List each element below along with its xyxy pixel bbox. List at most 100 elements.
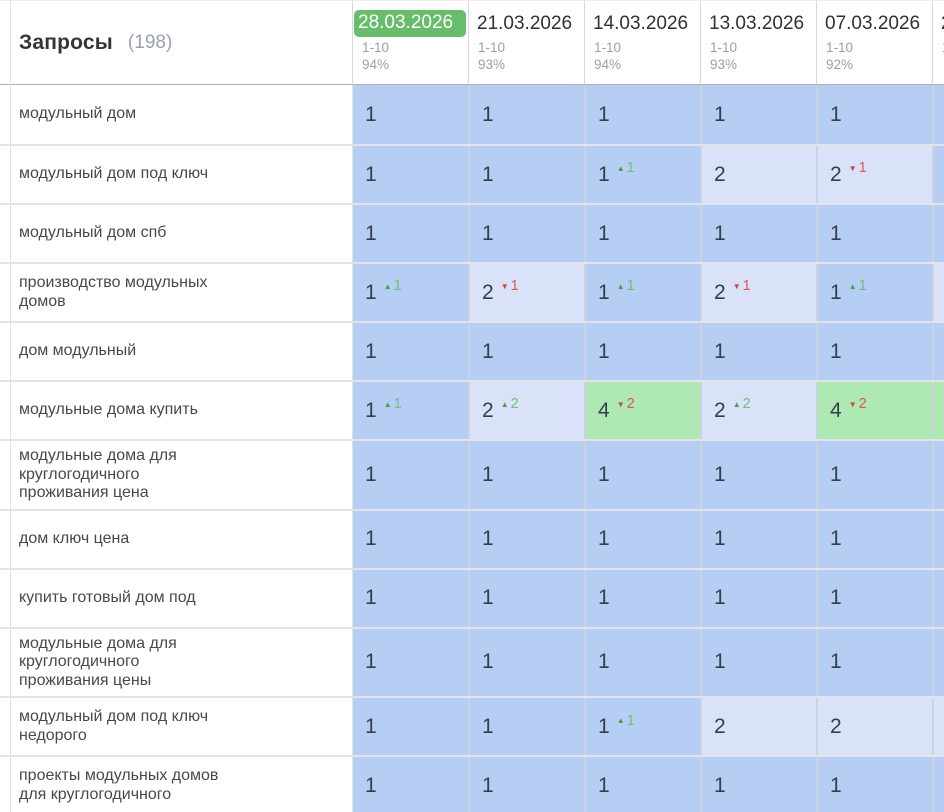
position-cell[interactable]: 1 — [816, 510, 932, 568]
position-cell[interactable]: 1 — [700, 569, 816, 627]
date-label[interactable]: 2 — [933, 13, 944, 35]
position-cell[interactable]: 1 — [816, 628, 932, 697]
position-cell[interactable]: 1 — [468, 441, 584, 509]
position-cell[interactable] — [932, 757, 944, 812]
position-cell[interactable] — [932, 698, 944, 756]
position-cell[interactable]: 1 ▲ 1 — [584, 698, 700, 756]
position-cell[interactable]: 4 ▼ 2 — [816, 382, 932, 439]
position-cell[interactable]: 1 — [700, 510, 816, 568]
position-cell[interactable] — [932, 264, 944, 321]
date-column-header[interactable]: 13.03.2026 1-10 93% — [700, 1, 816, 84]
position-cell[interactable]: 1 ▲ 1 — [352, 264, 468, 321]
position-cell[interactable]: 1 — [352, 323, 468, 380]
position-cell[interactable]: 1 — [816, 757, 932, 812]
position-cell[interactable]: 1 — [584, 85, 700, 144]
position-cell[interactable]: 1 — [584, 628, 700, 697]
keyword-cell[interactable]: модульный дом спб — [0, 205, 352, 262]
date-column-header[interactable]: 14.03.2026 1-10 94% — [584, 1, 700, 84]
keyword-cell[interactable]: модульный дом под ключ — [0, 146, 352, 203]
date-label[interactable]: 14.03.2026 — [593, 13, 689, 34]
keyword-label: модульные дома купить — [19, 401, 198, 419]
keyword-cell[interactable]: модульные дома купить — [0, 382, 352, 439]
position-cell[interactable]: 1 — [352, 510, 468, 568]
position-cell[interactable]: 2 ▼ 1 — [468, 264, 584, 321]
keyword-cell[interactable]: производство модульных домов — [0, 264, 352, 321]
position-cell[interactable]: 1 — [816, 323, 932, 380]
position-cell[interactable]: 1 — [584, 323, 700, 380]
position-cell[interactable] — [932, 146, 944, 203]
position-cell[interactable]: 1 — [352, 85, 468, 144]
position-cell[interactable]: 1 — [700, 628, 816, 697]
position-cell[interactable] — [932, 85, 944, 144]
position-cell[interactable]: 1 — [584, 510, 700, 568]
position-cell[interactable]: 2 ▼ 1 — [700, 264, 816, 321]
keyword-cell[interactable]: модульные дома для круглогодичного прожи… — [0, 628, 352, 697]
position-cell[interactable]: 1 — [352, 698, 468, 756]
position-cell[interactable]: 1 — [468, 757, 584, 812]
position-cell[interactable]: 1 — [468, 510, 584, 568]
position-cell[interactable] — [932, 628, 944, 697]
position-cell[interactable]: 1 — [584, 757, 700, 812]
position-cell[interactable]: 1 — [468, 628, 584, 697]
position-cell[interactable]: 1 ▲ 1 — [584, 264, 700, 321]
position-cell[interactable] — [932, 510, 944, 568]
position-cell[interactable]: 1 — [352, 628, 468, 697]
position-cell[interactable]: 1 — [352, 146, 468, 203]
position-cell[interactable]: 1 — [584, 569, 700, 627]
position-cell[interactable]: 1 — [700, 323, 816, 380]
position-cell[interactable]: 2 ▲ 2 — [700, 382, 816, 439]
position-cell[interactable]: 2 — [700, 698, 816, 756]
position-cell[interactable] — [932, 205, 944, 262]
position-cell[interactable]: 2 ▼ 1 — [816, 146, 932, 203]
date-column-header[interactable]: 28.03.2026 1-10 94% — [352, 1, 468, 84]
position-value: 1 — [482, 527, 494, 551]
date-column-header[interactable]: 21.03.2026 1-10 93% — [468, 1, 584, 84]
keyword-cell[interactable]: модульный дом — [0, 85, 352, 144]
position-cell[interactable]: 1 ▲ 1 — [584, 146, 700, 203]
date-column-header[interactable]: 21 — [932, 1, 944, 84]
position-cell[interactable]: 1 — [468, 569, 584, 627]
keyword-cell[interactable]: модульные дома для круглогодичного прожи… — [0, 441, 352, 509]
position-cell[interactable]: 1 — [584, 441, 700, 509]
keyword-cell[interactable]: проекты модульных домов для круглогодичн… — [0, 757, 352, 812]
selected-date-label[interactable]: 28.03.2026 — [354, 10, 466, 37]
position-cell[interactable]: 1 — [468, 698, 584, 756]
keyword-cell[interactable]: дом ключ цена — [0, 510, 352, 568]
date-label[interactable]: 07.03.2026 — [825, 13, 921, 34]
position-cell[interactable]: 1 ▲ 1 — [352, 382, 468, 439]
position-cell[interactable]: 1 ▲ 1 — [816, 264, 932, 321]
date-label[interactable]: 21.03.2026 — [477, 13, 573, 34]
position-cell[interactable]: 1 — [352, 569, 468, 627]
position-cell[interactable]: 1 — [816, 85, 932, 144]
position-cell[interactable]: 1 — [468, 205, 584, 262]
position-cell[interactable]: 2 — [816, 698, 932, 756]
position-cell[interactable]: 1 — [352, 205, 468, 262]
position-cell[interactable]: 1 — [352, 757, 468, 812]
position-cell[interactable]: 1 — [700, 757, 816, 812]
keyword-cell[interactable]: дом модульный — [0, 323, 352, 380]
position-cell[interactable]: 1 — [700, 205, 816, 262]
date-column-header[interactable]: 07.03.2026 1-10 92% — [816, 1, 932, 84]
position-cell[interactable]: 1 — [700, 85, 816, 144]
keyword-label: модульные дома для круглогодичного прожи… — [19, 634, 177, 689]
position-cell[interactable]: 2 — [700, 146, 816, 203]
position-cell[interactable] — [932, 441, 944, 509]
position-cell[interactable]: 1 — [468, 146, 584, 203]
date-label[interactable]: 13.03.2026 — [709, 13, 805, 34]
position-cell[interactable]: 4 ▼ 2 — [584, 382, 700, 439]
keyword-cell[interactable]: модульный дом под ключ недорого — [0, 698, 352, 756]
position-cell[interactable]: 1 — [700, 441, 816, 509]
position-cell[interactable]: 1 — [468, 85, 584, 144]
position-cell[interactable]: 1 — [352, 441, 468, 509]
position-cell[interactable]: 1 — [816, 441, 932, 509]
position-cell[interactable]: 1 — [584, 205, 700, 262]
position-cell[interactable]: 1 — [816, 205, 932, 262]
position-cell[interactable]: 2 ▲ 2 — [468, 382, 584, 439]
keyword-cell[interactable]: купить готовый дом под — [0, 569, 352, 627]
position-cell[interactable] — [932, 382, 944, 439]
table-row: модульный дом под ключ недорого 1 1 1 ▲ 1 2 2 — [0, 696, 944, 756]
position-cell[interactable] — [932, 323, 944, 380]
position-cell[interactable]: 1 — [468, 323, 584, 380]
position-cell[interactable]: 1 — [816, 569, 932, 627]
position-cell[interactable] — [932, 569, 944, 627]
